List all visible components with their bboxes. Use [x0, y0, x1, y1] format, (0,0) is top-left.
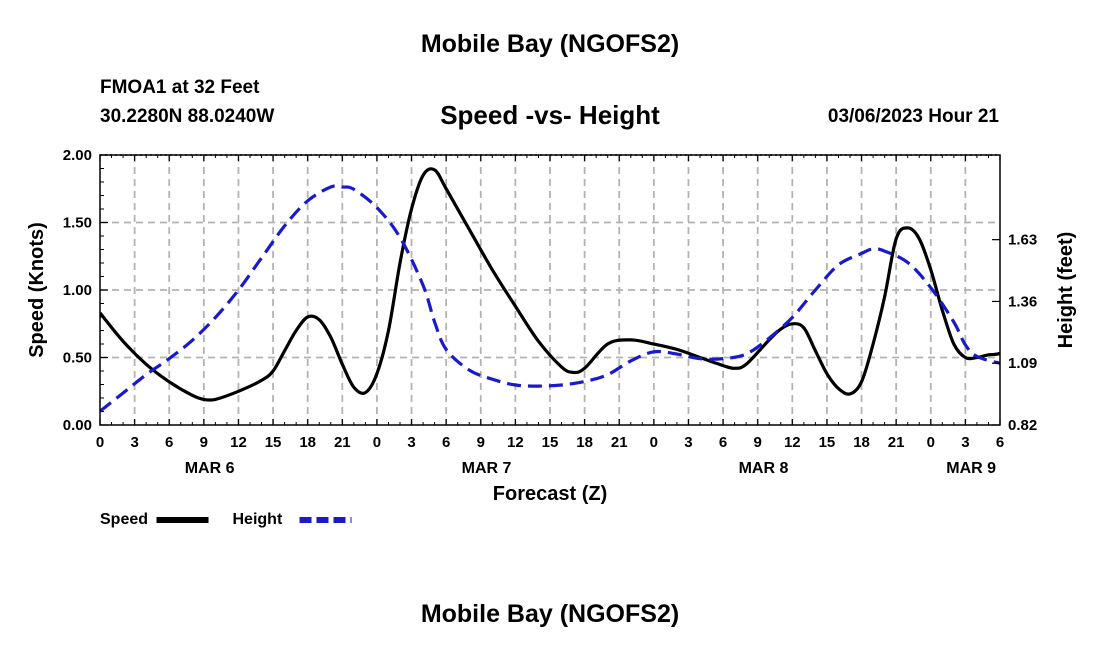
x-axis-label: Forecast (Z) [493, 483, 607, 505]
chart-subtitle: Speed -vs- Height [440, 100, 660, 130]
x-tick-label: 12 [230, 434, 247, 451]
x-tick-label: 18 [576, 434, 593, 451]
main-title: Mobile Bay (NGOFS2) [420, 30, 680, 58]
station-label: FMOA1 at 32 Feet [100, 77, 260, 98]
x-tick-label: 21 [334, 434, 351, 451]
y-right-tick-label: 1.09 [1008, 355, 1037, 372]
x-tick-label: 6 [165, 434, 173, 451]
x-tick-label: 9 [477, 434, 485, 451]
x-tick-label: 21 [888, 434, 905, 451]
y-left-tick-label: 2.00 [63, 147, 92, 164]
forecast-datetime: 03/06/2023 Hour 21 [827, 106, 999, 127]
x-tick-label: 3 [961, 434, 969, 451]
series-line-speed [100, 167, 1000, 402]
legend-label-height: Height [233, 511, 283, 528]
bottom-title: Mobile Bay (NGOFS2) [420, 600, 680, 628]
y-axis-right-label: Height (feet) [1055, 232, 1077, 349]
x-tick-label: 21 [611, 434, 628, 451]
x-tick-label: 12 [784, 434, 801, 451]
x-tick-label: 6 [719, 434, 727, 451]
x-tick-label: 3 [130, 434, 138, 451]
x-tick-label: 6 [442, 434, 450, 451]
y-left-tick-label: 1.50 [63, 215, 92, 232]
x-tick-label: 0 [373, 434, 381, 451]
x-tick-label: 15 [819, 434, 836, 451]
date-label: MAR 8 [739, 460, 789, 477]
x-tick-label: 0 [927, 434, 935, 451]
y-axis-left-label: Speed (Knots) [26, 222, 48, 358]
x-tick-label: 3 [407, 434, 415, 451]
x-tick-label: 12 [507, 434, 524, 451]
y-right-tick-label: 1.36 [1008, 293, 1037, 310]
date-label: MAR 7 [462, 460, 512, 477]
x-tick-label: 15 [542, 434, 559, 451]
x-tick-label: 9 [200, 434, 208, 451]
date-label: MAR 6 [185, 460, 235, 477]
x-tick-label: 18 [299, 434, 316, 451]
x-tick-label: 6 [996, 434, 1004, 451]
y-right-tick-label: 0.82 [1008, 417, 1037, 434]
x-tick-label: 18 [853, 434, 870, 451]
x-tick-label: 0 [650, 434, 658, 451]
x-tick-label: 9 [754, 434, 762, 451]
y-left-tick-label: 0.00 [63, 417, 92, 434]
y-left-tick-label: 1.00 [63, 282, 92, 299]
legend-label-speed: Speed [100, 511, 148, 528]
x-tick-label: 15 [265, 434, 282, 451]
x-tick-label: 3 [684, 434, 692, 451]
y-right-tick-label: 1.63 [1008, 232, 1037, 249]
y-left-tick-label: 0.50 [63, 350, 92, 367]
series-line-height [100, 184, 1000, 413]
x-tick-label: 0 [96, 434, 104, 451]
coordinates-label: 30.2280N 88.0240W [100, 106, 275, 127]
date-label: MAR 9 [946, 460, 996, 477]
